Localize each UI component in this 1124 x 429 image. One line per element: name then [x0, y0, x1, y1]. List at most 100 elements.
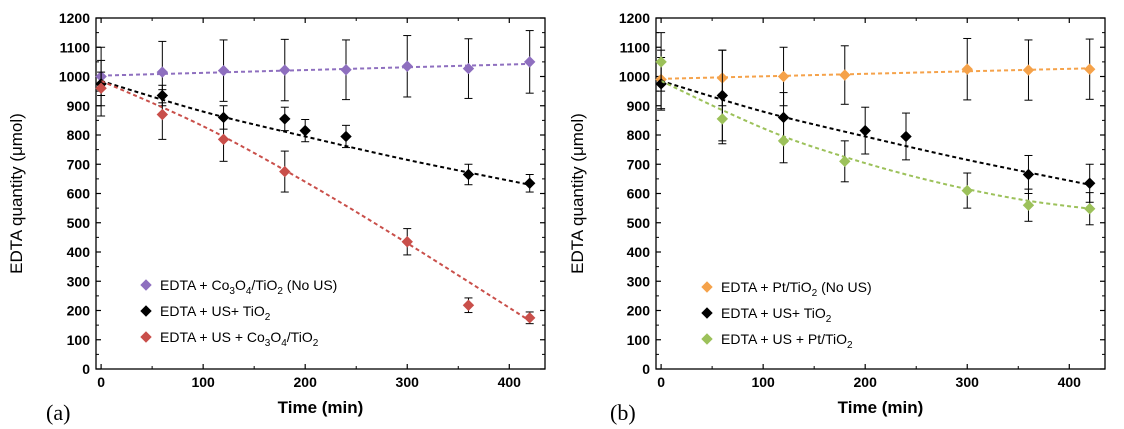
- fit-line: [101, 62, 530, 77]
- legend-label: EDTA + US + Pt/TiO2: [721, 331, 853, 351]
- legend-marker: [140, 305, 152, 317]
- data-point: [95, 82, 107, 94]
- legend-label: EDTA + Co3O4/TiO2 (No US): [160, 277, 337, 297]
- data-point: [1083, 203, 1096, 215]
- data-point: [900, 130, 912, 143]
- y-tick-label: 400: [627, 244, 651, 260]
- data-point: [1022, 199, 1035, 211]
- data-point: [299, 124, 311, 137]
- legend-label-part: (No US): [817, 279, 871, 295]
- legend-entry: EDTA + US + Pt/TiO2: [701, 331, 853, 351]
- legend-entry: EDTA + US+ TiO2: [140, 303, 271, 323]
- legend-label-part: EDTA + US+ TiO: [160, 303, 265, 319]
- data-point: [961, 63, 973, 75]
- legend-label-part: 2: [277, 286, 283, 297]
- y-tick-label: 0: [82, 361, 90, 377]
- data-point: [523, 312, 536, 324]
- legend-label-part: 2: [265, 312, 271, 323]
- y-tick-label: 600: [67, 186, 91, 202]
- data-point: [217, 133, 230, 146]
- y-tick-label: 1000: [59, 69, 90, 85]
- data-point: [523, 56, 536, 68]
- legend-label-part: EDTA + US+ TiO: [721, 305, 826, 321]
- legend-label-part: 3: [265, 338, 271, 349]
- y-tick-label: 900: [627, 98, 651, 114]
- y-tick-label: 1100: [620, 39, 651, 55]
- legend-label: EDTA + US+ TiO2: [721, 305, 832, 325]
- x-tick-label: 300: [956, 374, 980, 390]
- legend-entry: EDTA + US+ TiO2: [701, 305, 832, 325]
- y-tick-label: 400: [67, 244, 91, 260]
- data-point: [961, 184, 973, 197]
- chart-panel-a: 0100200300400500600700800900100011001200…: [7, 10, 546, 425]
- y-tick-label: 800: [627, 127, 651, 143]
- y-tick-label: 0: [642, 361, 650, 377]
- y-axis-label: EDTA quantity (μmol): [568, 113, 587, 274]
- data-point: [1083, 63, 1096, 75]
- x-tick-label: 100: [751, 374, 775, 390]
- fit-line: [660, 79, 1090, 210]
- x-tick-label: 100: [191, 374, 215, 390]
- y-tick-label: 500: [67, 215, 91, 231]
- legend-label: EDTA + Pt/TiO2 (No US): [721, 279, 872, 299]
- legend-label-part: EDTA + US + Co: [160, 329, 265, 345]
- legend-entry: EDTA + Co3O4/TiO2 (No US): [140, 277, 337, 297]
- y-tick-label: 900: [67, 98, 91, 114]
- data-point: [523, 177, 536, 189]
- data-point: [217, 64, 230, 77]
- y-tick-label: 600: [627, 186, 651, 202]
- x-tick-label: 300: [396, 374, 420, 390]
- legend-label-part: 2: [826, 314, 832, 325]
- legend-label-part: O: [270, 329, 281, 345]
- legend-label-part: /TiO: [287, 329, 313, 345]
- series-2: [95, 59, 536, 325]
- x-axis-label: Time (min): [278, 398, 364, 417]
- legend-label-part: EDTA + Pt/TiO: [721, 279, 812, 295]
- data-point: [156, 66, 169, 78]
- y-tick-label: 1000: [619, 69, 650, 85]
- data-point: [777, 135, 790, 147]
- y-tick-label: 1200: [59, 10, 90, 26]
- data-point: [462, 168, 475, 181]
- fit-line: [661, 67, 1090, 80]
- x-tick-label: 200: [854, 374, 878, 390]
- data-point: [1022, 168, 1035, 181]
- legend-label-part: 3: [229, 286, 235, 297]
- legend-label-part: 2: [313, 338, 319, 349]
- data-point: [859, 124, 871, 137]
- panel-label: (b): [610, 400, 636, 425]
- data-point: [340, 64, 352, 76]
- y-tick-label: 200: [67, 303, 91, 319]
- y-tick-label: 300: [627, 273, 651, 289]
- y-tick-label: 1100: [60, 39, 91, 55]
- x-tick-label: 400: [1058, 374, 1082, 390]
- legend-marker: [140, 331, 152, 343]
- x-tick-label: 200: [294, 374, 318, 390]
- y-tick-label: 700: [67, 156, 91, 172]
- legend-marker: [701, 281, 713, 293]
- legend-label-part: 4: [246, 286, 252, 297]
- y-tick-label: 200: [627, 303, 651, 319]
- data-point: [279, 113, 291, 125]
- data-point: [839, 69, 851, 81]
- legend-entry: EDTA + US + Co3O4/TiO2: [140, 329, 319, 349]
- series-2: [655, 32, 1096, 226]
- y-tick-label: 100: [627, 332, 651, 348]
- legend-label-part: 4: [281, 338, 287, 349]
- data-point: [1022, 64, 1035, 76]
- panel-label: (a): [46, 400, 70, 425]
- x-axis-label: Time (min): [838, 398, 924, 417]
- y-tick-label: 700: [627, 156, 651, 172]
- legend-label-part: 2: [847, 340, 853, 351]
- data-point: [401, 60, 413, 72]
- y-tick-label: 300: [67, 273, 91, 289]
- data-point: [716, 113, 729, 125]
- data-point: [839, 155, 851, 168]
- chart-panel-b: 0100200300400500600700800900100011001200…: [568, 10, 1106, 425]
- legend-label: EDTA + US + Co3O4/TiO2: [160, 329, 319, 349]
- data-point: [279, 165, 291, 178]
- data-point: [401, 236, 413, 248]
- y-tick-label: 500: [627, 215, 651, 231]
- data-point: [340, 130, 352, 143]
